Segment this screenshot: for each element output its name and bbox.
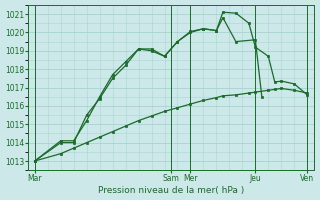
X-axis label: Pression niveau de la mer( hPa ): Pression niveau de la mer( hPa ): [98, 186, 244, 195]
